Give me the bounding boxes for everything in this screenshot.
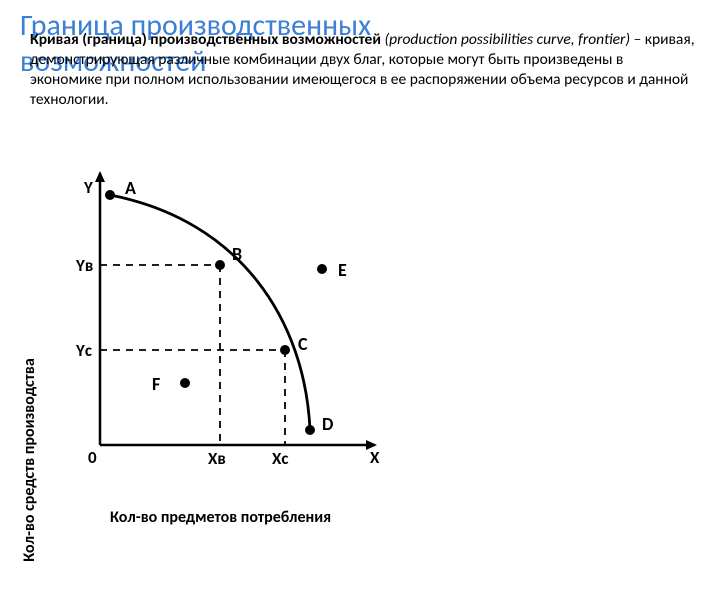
x-axis-var: X [370, 447, 379, 468]
plot-svg [70, 165, 425, 485]
point-label-d: D [322, 413, 333, 435]
definition-bold: Кривая (граница) производственных возмож… [30, 30, 384, 49]
origin-label: 0 [88, 447, 97, 468]
point-label-c: C [298, 333, 308, 355]
y-tick-b: Yв [76, 255, 93, 276]
x-tick-c: Xс [272, 448, 288, 469]
definition-text: Кривая (граница) производственных возмож… [30, 30, 695, 111]
x-tick-b: Xв [208, 448, 226, 469]
point-label-a: A [125, 177, 136, 199]
definition-italic: (production possibilities curve, frontie… [384, 30, 644, 49]
x-axis-label: Кол-во предметов потребления [110, 508, 331, 527]
point-label-b: B [232, 243, 242, 265]
y-axis-var: Y [84, 177, 93, 198]
y-tick-c: Yс [76, 340, 92, 361]
point-label-f: F [152, 373, 160, 395]
ppf-figure: Кол-во средств производства Y Yв Yс 0 Xв… [20, 165, 440, 535]
point-label-e: E [338, 259, 347, 281]
plot-area: Y Yв Yс 0 Xв Xс X A B C D E F [70, 165, 425, 485]
